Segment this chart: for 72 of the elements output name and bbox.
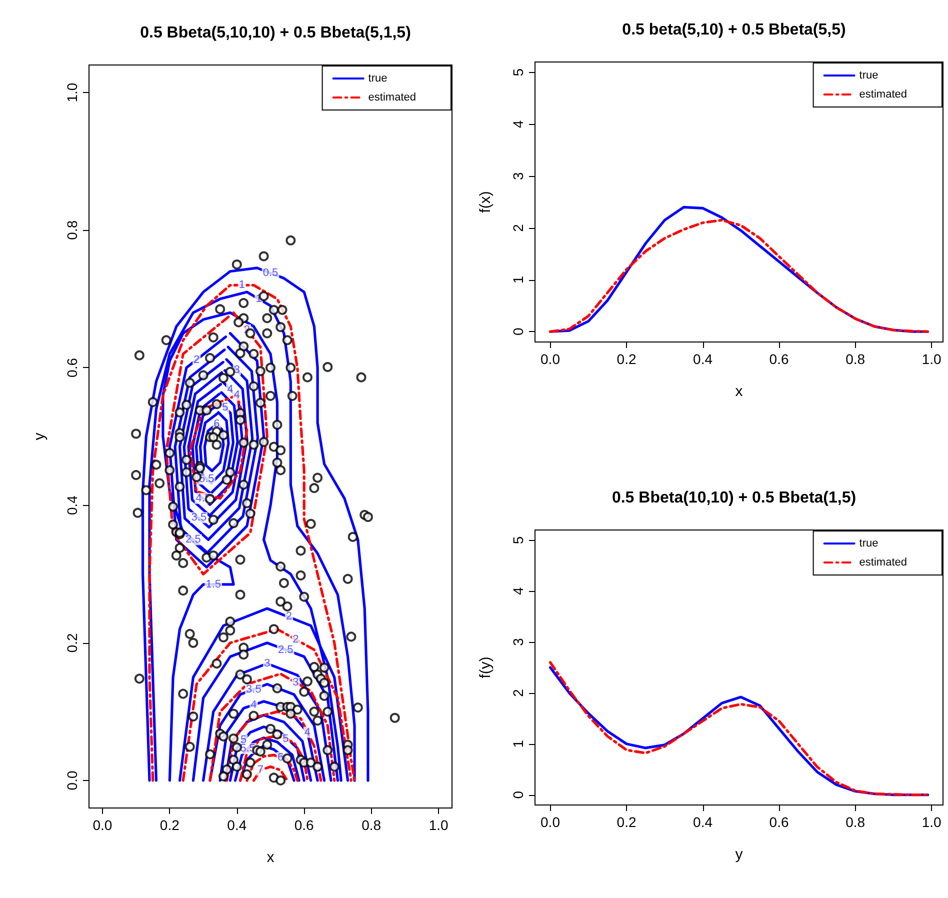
annotation: 0.5	[262, 266, 278, 279]
x-axis-title: x	[266, 849, 275, 866]
y-tick-label: 5	[510, 68, 526, 76]
annotation: 3.5	[191, 512, 207, 524]
legend-label: true	[859, 70, 878, 82]
annotation: 5	[222, 402, 228, 414]
x-tick-label: 0.2	[616, 814, 636, 830]
annotation: 4	[304, 726, 311, 738]
y-tick-label: 1	[510, 740, 526, 748]
annotation: 3	[292, 676, 299, 688]
y-tick-label: 0.2	[64, 632, 80, 653]
x-axis-title: x	[735, 383, 744, 400]
x-tick-label: 0.8	[846, 814, 866, 830]
x-tick-label: 0.8	[846, 351, 866, 367]
x-tick-label: 0.4	[693, 814, 713, 830]
annotation: 2	[193, 354, 200, 366]
y-tick-label: 0.8	[64, 220, 80, 240]
annotation: 3.5	[246, 683, 262, 696]
y-tick-label: 0	[510, 790, 526, 799]
x-tick-label: 0.6	[294, 817, 314, 833]
x-tick-label: 0.0	[540, 351, 560, 367]
y-tick-label: 3	[510, 638, 526, 646]
y-tick-label: 0.0	[64, 770, 80, 790]
x-tick-label: 0.2	[616, 351, 636, 367]
y-axis-title: f(x)	[477, 191, 494, 213]
legend-label: true	[859, 538, 878, 550]
annotation: 1	[238, 279, 245, 292]
x-tick-label: 1.0	[922, 814, 942, 830]
y-tick-label: 0	[510, 328, 526, 336]
annotation: 4	[234, 389, 240, 402]
y-axis-title: f(y)	[477, 656, 494, 678]
y-tick-label: 1.0	[64, 82, 80, 102]
x-tick-label: 0.6	[769, 351, 789, 367]
annotation: 5.5	[198, 473, 214, 486]
x-tick-label: 0.0	[540, 814, 560, 830]
legend-label: estimated	[368, 92, 416, 104]
annotation: 1	[256, 292, 262, 305]
annotation: 3	[234, 364, 240, 376]
y-tick-label: 4	[510, 587, 526, 596]
legend-label: true	[368, 72, 388, 84]
annotation: 4	[250, 698, 257, 711]
x-tick-label: 0.6	[769, 814, 789, 830]
legend-label: estimated	[859, 88, 908, 100]
x-tick-label: 1.0	[922, 351, 942, 367]
legend-label: estimated	[859, 556, 908, 568]
y-tick-label: 4	[510, 120, 526, 128]
chart-title: 0.5 Bbeta(5,10,10) + 0.5 Bbeta(5,1,5)	[140, 24, 411, 42]
chart-title: 0.5 beta(5,10) + 0.5 Bbeta(5,5)	[622, 22, 846, 38]
x-tick-label: 1.0	[428, 817, 448, 833]
x-tick-label: 0.4	[227, 817, 247, 833]
annotation: 2.5	[186, 534, 201, 546]
annotation: 2.5	[278, 644, 294, 656]
annotation: 2	[286, 610, 292, 623]
x-axis-title: y	[735, 846, 744, 863]
annotation: 7	[257, 764, 264, 776]
annotation: 3	[264, 658, 270, 670]
x-tick-label: 0.8	[362, 817, 382, 833]
x-tick-label: 0.0	[92, 817, 112, 833]
y-tick-label: 3	[510, 172, 526, 180]
y-tick-label: 1	[510, 276, 526, 284]
x-tick-label: 0.4	[693, 351, 713, 367]
y-tick-label: 2	[510, 224, 526, 232]
y-tick-label: 0.4	[64, 495, 80, 516]
annotation: 2	[292, 633, 299, 646]
annotation: 5	[282, 733, 289, 746]
y-axis-title: y	[31, 432, 48, 440]
chart-title: 0.5 Bbeta(10,10) + 0.5 Bbeta(1,5)	[612, 490, 856, 506]
annotation: 4	[227, 384, 234, 396]
y-tick-label: 5	[510, 536, 526, 544]
annotation: 1.5	[206, 578, 222, 590]
x-tick-label: 0.2	[160, 817, 180, 833]
y-tick-label: 2	[510, 688, 526, 697]
